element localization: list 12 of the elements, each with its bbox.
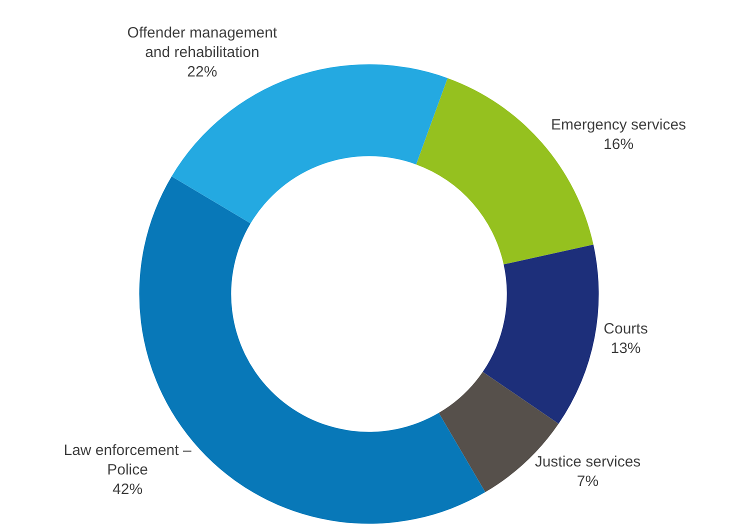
slice-label: Emergency services: [551, 116, 686, 134]
slice-label: Justice services: [534, 454, 641, 471]
data-label: 42%: [112, 480, 143, 498]
data-label: 22%: [187, 64, 218, 81]
data-label: 13%: [610, 340, 641, 357]
data-label: 7%: [576, 473, 599, 490]
donut-slice: [172, 64, 448, 224]
slice-label: Offender management and rehabilitation: [127, 24, 278, 62]
data-label: 16%: [604, 136, 634, 153]
slice-label: Courts: [604, 320, 648, 338]
slice-label: Law enforcement – Police: [64, 442, 192, 478]
donut-slice: [482, 244, 599, 424]
